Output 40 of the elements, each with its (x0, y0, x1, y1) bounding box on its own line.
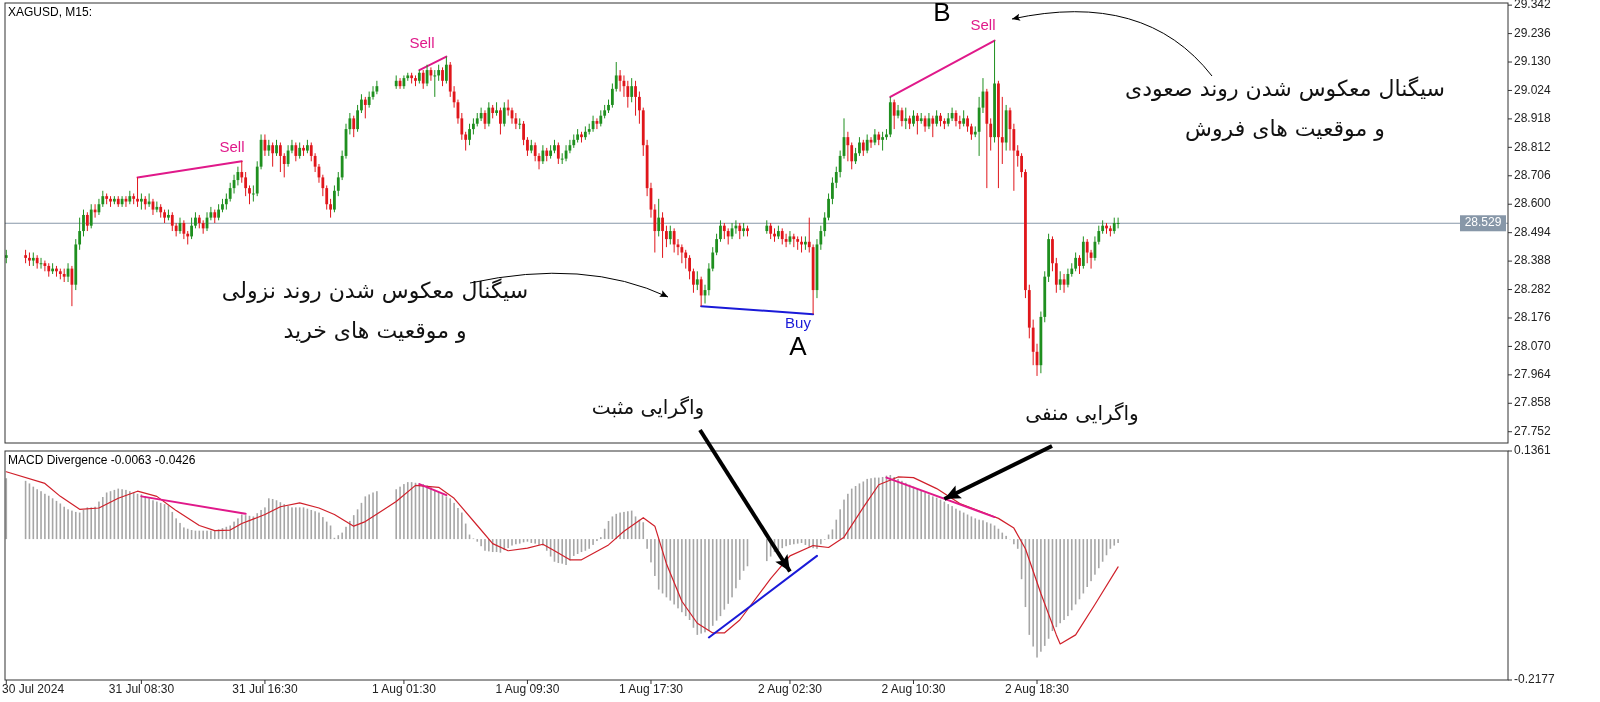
chart-title: XAGUSD, M15: (8, 5, 93, 19)
annotation: Sell (409, 33, 435, 51)
x-tick-label: 31 Jul 08:30 (108, 682, 175, 696)
y-tick-label: 27.858 (1514, 395, 1552, 410)
y-tick-label: 28.282 (1514, 281, 1552, 296)
y-tick-label: -0.2177 (1514, 672, 1556, 687)
annotation: Buy (785, 313, 812, 331)
x-tick-label: 1 Aug 09:30 (495, 682, 560, 696)
y-tick-label: 28.600 (1514, 196, 1552, 211)
y-tick-label: 0.1361 (1514, 443, 1552, 458)
x-tick-label: 1 Aug 01:30 (371, 682, 437, 696)
annotation: Sell (970, 15, 996, 33)
y-tick-label: 28.918 (1514, 111, 1552, 126)
annotation: A (789, 330, 808, 361)
x-tick-label: 31 Jul 16:30 (232, 682, 298, 696)
annotation: سیگنال معکوس شدن روند نزولی و موقعیت های خرید (221, 278, 529, 343)
chart-title: MACD Divergence -0.0063 -0.0426 (8, 453, 196, 467)
y-tick-label: 28.812 (1514, 139, 1552, 154)
y-tick-label: 28.070 (1514, 338, 1552, 353)
y-tick-label: 28.388 (1514, 253, 1552, 268)
x-tick-label: 30 Jul 2024 (2, 682, 65, 696)
annotation: Sell (219, 137, 245, 155)
x-tick-label: 2 Aug 18:30 (1004, 682, 1070, 696)
annotation: واگرایی منفی (1025, 401, 1139, 425)
x-tick-label: 2 Aug 02:30 (757, 682, 823, 696)
annotation: سیگنال معکوس شدن روند صعودی و موقعیت های فروش (1124, 76, 1446, 142)
annotation: B (933, 0, 951, 27)
x-tick-label: 2 Aug 10:30 (881, 682, 946, 696)
y-tick-label: 29.236 (1514, 25, 1552, 40)
y-tick-label: 27.752 (1514, 423, 1552, 438)
y-tick-label: 27.964 (1514, 367, 1552, 382)
y-tick-label: 29.342 (1514, 0, 1552, 12)
y-tick-label: 28.494 (1514, 224, 1552, 239)
annotation: واگرایی مثبت (591, 395, 705, 419)
ref-line-label: 28.529 (1464, 215, 1502, 230)
y-tick-label: 29.024 (1514, 82, 1552, 97)
y-tick-label: 29.130 (1514, 54, 1552, 69)
x-tick-label: 1 Aug 17:30 (618, 682, 684, 696)
y-tick-label: 28.706 (1514, 167, 1552, 182)
y-tick-label: 28.176 (1514, 310, 1552, 325)
